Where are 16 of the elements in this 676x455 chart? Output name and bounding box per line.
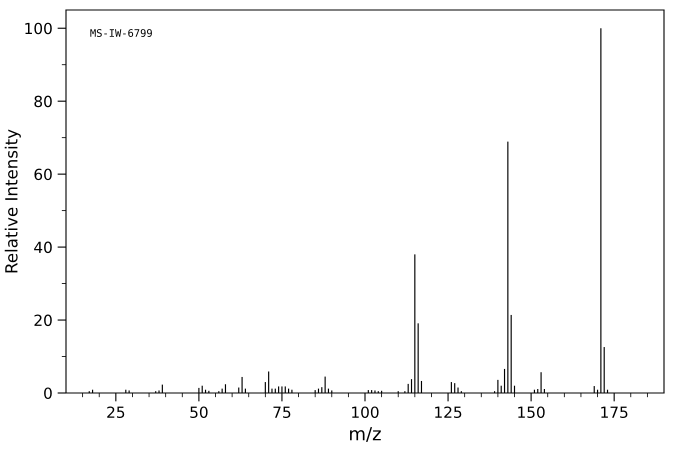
x-tick-label: 100 — [352, 406, 379, 418]
x-tick-label: 25 — [107, 406, 124, 418]
x-axis-title: m/z — [350, 427, 381, 442]
y-tick-label: 40 — [34, 242, 52, 254]
annotation: MS-IW-6799 — [90, 29, 152, 37]
y-axis-title: Relative Intensity — [4, 129, 21, 272]
y-tick-label: 100 — [25, 22, 52, 34]
x-tick-label: 75 — [273, 406, 290, 418]
x-tick-label: 175 — [601, 406, 628, 418]
x-tick-label: 150 — [518, 406, 545, 418]
x-tick-label: 50 — [190, 406, 208, 418]
y-tick-label: 20 — [34, 314, 52, 326]
y-tick-label: 60 — [34, 168, 52, 180]
y-tick-label: 80 — [34, 96, 52, 108]
y-tick-label: 0 — [44, 387, 52, 400]
x-tick-label: 125 — [435, 406, 462, 418]
